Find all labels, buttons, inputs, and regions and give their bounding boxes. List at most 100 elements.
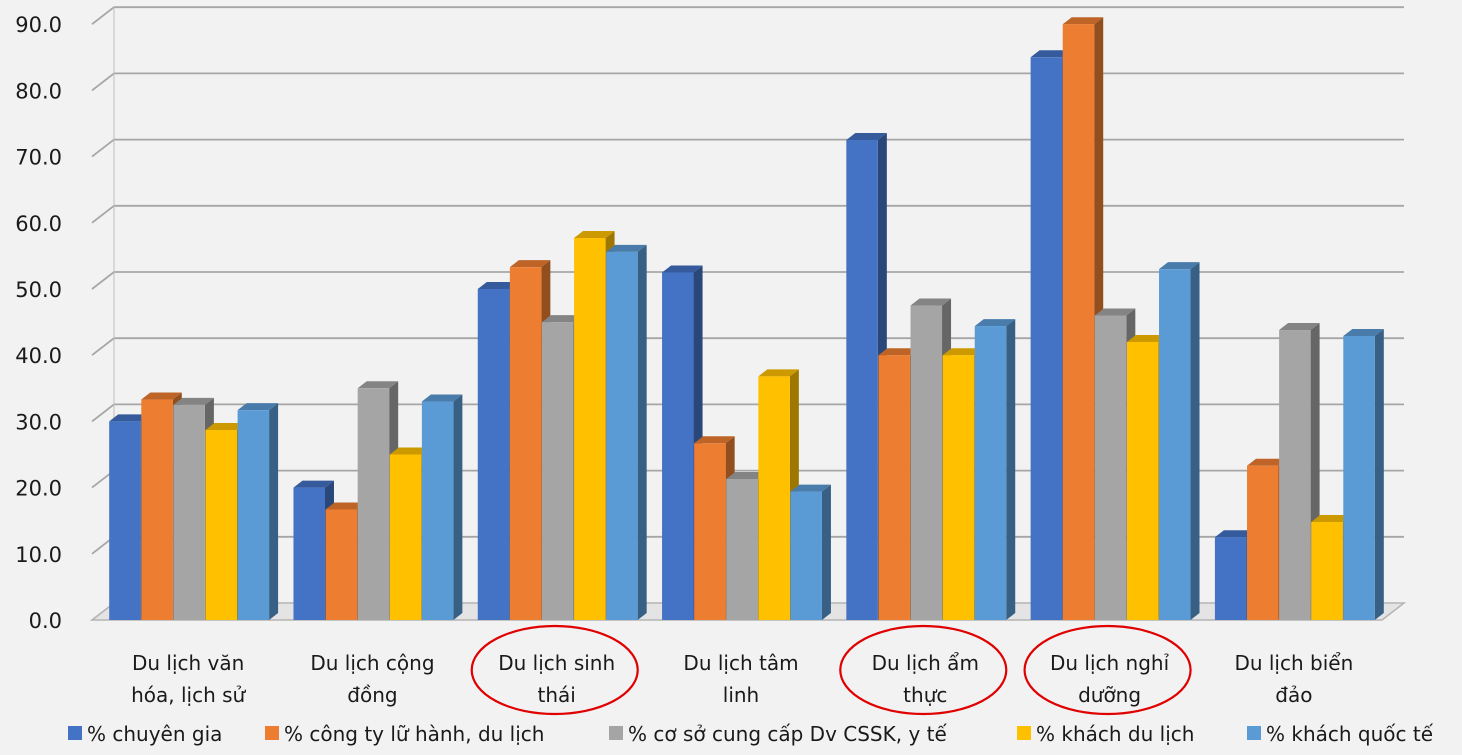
gridline <box>91 204 1404 224</box>
legend-label: % khách quốc tế <box>1266 722 1434 746</box>
bar <box>974 319 1016 620</box>
bar-front <box>1247 465 1279 620</box>
bar-front <box>1062 24 1095 620</box>
legend-swatch <box>265 726 279 740</box>
category-label: thái <box>538 683 576 707</box>
bar-front <box>694 443 726 620</box>
y-tick-label: 80.0 <box>15 79 62 103</box>
bar-front <box>325 509 358 620</box>
y-tick-label: 10.0 <box>15 543 62 567</box>
bar-top <box>293 480 334 488</box>
gridline <box>91 271 1404 290</box>
bar-top <box>662 265 703 273</box>
legend: % chuyên gia % công ty lữ hành, du lịch % … <box>68 722 1434 746</box>
bar-top <box>790 484 831 492</box>
category-label: dưỡng <box>1078 683 1141 707</box>
category-label: hóa, lịch sử <box>131 683 246 707</box>
bar-front <box>758 376 790 620</box>
bar-top <box>1094 308 1136 316</box>
category-label: Du lịch nghỉ <box>1050 651 1170 675</box>
bar-top <box>421 394 463 402</box>
legend-item: % cơ sở cung cấp Dv CSSK, y tế <box>609 722 947 746</box>
bar-front <box>173 404 205 620</box>
bar-top <box>574 231 615 239</box>
bar-front <box>790 491 822 620</box>
bar-front <box>1159 269 1191 620</box>
bar-front <box>141 399 173 620</box>
bar-top <box>205 423 246 431</box>
legend-swatch <box>68 726 82 740</box>
category-label: đảo <box>1275 683 1312 707</box>
category-label: đồng <box>347 683 397 707</box>
bar-top <box>846 133 887 141</box>
gridline <box>91 6 1404 25</box>
bar-front <box>1030 57 1063 621</box>
bar-side <box>1006 319 1016 620</box>
bar-top <box>1062 17 1104 25</box>
legend-swatch <box>609 726 623 740</box>
legend-item: % khách du lịch <box>1017 722 1194 746</box>
bar-top <box>694 436 735 444</box>
bar-front <box>509 267 542 620</box>
legend-item: % khách quốc tế <box>1247 722 1434 746</box>
bar-top <box>1214 530 1256 538</box>
bar-front <box>1094 315 1127 620</box>
bar-top <box>1030 50 1072 58</box>
bar-front <box>477 289 510 620</box>
category-label: linh <box>723 683 759 707</box>
bar <box>606 244 647 621</box>
y-tick-label: 30.0 <box>15 410 62 434</box>
highlight-ellipse <box>839 624 1008 716</box>
y-tick-label: 70.0 <box>15 146 62 170</box>
y-axis-tick-labels: 0.0 10.0 20.0 30.0 40.0 50.0 60.0 70.0 80.0 90.0 <box>15 13 62 633</box>
category-label: Du lịch cộng <box>310 651 434 675</box>
category-label: Du lịch tâm <box>683 651 798 675</box>
bar <box>846 133 887 621</box>
category-label: Du lịch ẩm <box>872 651 979 675</box>
category-label: Du lịch văn <box>132 651 244 675</box>
bar-top <box>357 381 399 389</box>
bar-front <box>1311 522 1343 620</box>
bar-top <box>1247 458 1288 466</box>
bar-side <box>269 403 279 620</box>
category-label: Du lịch sinh <box>498 651 615 675</box>
bar-top <box>109 414 150 422</box>
bar-top <box>974 319 1016 327</box>
bar-front <box>1343 336 1375 620</box>
legend-label: % cơ sở cung cấp Dv CSSK, y tế <box>628 722 947 746</box>
bar-front <box>606 251 638 621</box>
bar <box>237 403 279 620</box>
bar-top <box>910 298 952 306</box>
y-tick-label: 60.0 <box>15 212 62 236</box>
bar-top <box>1159 262 1200 270</box>
bar <box>1343 329 1384 620</box>
highlight-ellipse <box>1023 624 1192 716</box>
bar-front <box>237 410 270 620</box>
gridline <box>91 138 1404 158</box>
bar-front <box>574 238 606 620</box>
bar-top <box>509 260 551 268</box>
bar <box>1159 262 1200 620</box>
bar-top <box>606 244 647 252</box>
x-axis-category-labels: Du lịch văn hóa, lịch sử Du lịch cộng đồng D… <box>131 651 1353 707</box>
bar-top <box>1343 329 1384 337</box>
bar-top <box>477 282 519 289</box>
bar-front <box>293 487 325 620</box>
bar-top <box>141 392 182 400</box>
bar-top <box>325 502 367 510</box>
legend-label: % khách du lịch <box>1036 722 1194 746</box>
legend-swatch <box>1017 726 1031 740</box>
category-label: Du lịch biển <box>1234 651 1353 675</box>
bar-front <box>1279 330 1311 620</box>
bar-front <box>846 140 878 621</box>
legend-item: % công ty lữ hành, du lịch <box>265 722 544 746</box>
bar-front <box>974 326 1007 620</box>
bar-side <box>821 484 831 620</box>
bar <box>790 484 831 620</box>
bar-top <box>1279 323 1320 331</box>
y-tick-label: 50.0 <box>15 278 62 302</box>
bar-top <box>1126 334 1168 342</box>
bar-front <box>109 421 141 620</box>
bar-front <box>726 478 758 620</box>
